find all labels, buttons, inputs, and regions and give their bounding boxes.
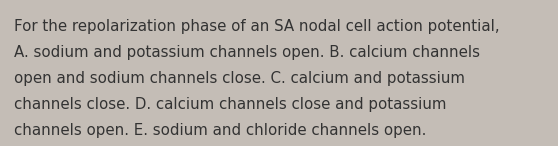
Text: channels close. D. calcium channels close and potassium: channels close. D. calcium channels clos… xyxy=(14,97,446,112)
Text: open and sodium channels close. C. calcium and potassium: open and sodium channels close. C. calci… xyxy=(14,71,465,86)
Text: A. sodium and potassium channels open. B. calcium channels: A. sodium and potassium channels open. B… xyxy=(14,45,480,60)
Text: For the repolarization phase of an SA nodal cell action potential,: For the repolarization phase of an SA no… xyxy=(14,19,499,34)
Text: channels open. E. sodium and chloride channels open.: channels open. E. sodium and chloride ch… xyxy=(14,123,426,138)
